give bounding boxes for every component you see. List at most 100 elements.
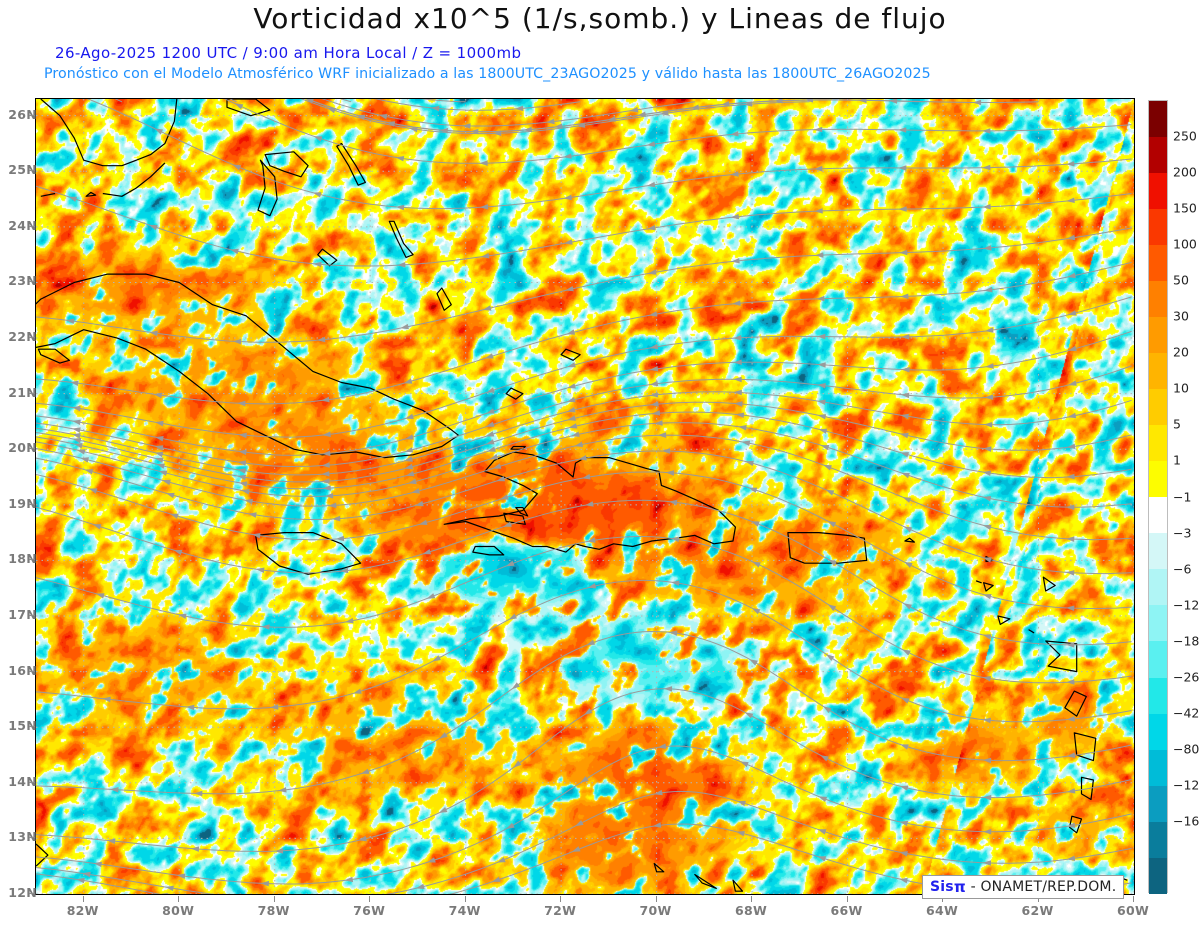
streamline-arrow	[648, 311, 658, 317]
streamline-arrow	[637, 111, 646, 117]
streamline-arrow	[497, 857, 506, 863]
streamline-arrow	[324, 493, 334, 499]
coastline-path	[85, 191, 97, 197]
streamline	[419, 99, 466, 103]
streamline	[36, 499, 1132, 646]
colorbar-cell	[1149, 641, 1167, 678]
coastline-path	[694, 873, 717, 889]
colorbar-cell	[1149, 857, 1167, 894]
streamline-arrow	[158, 470, 168, 476]
streamline-arrow	[479, 160, 488, 166]
streamline-arrows	[65, 99, 1077, 894]
streamline-arrow	[567, 415, 576, 421]
streamline-arrow	[744, 712, 754, 719]
streamline-arrow	[741, 440, 751, 446]
colorbar-cell	[1149, 785, 1167, 822]
lat-tick-label: 13N	[8, 829, 37, 845]
streamline-arrow	[899, 249, 908, 256]
streamline-arrow	[496, 476, 506, 482]
lat-tick-mark	[29, 281, 35, 283]
streamline-arrow	[1066, 642, 1075, 648]
streamline-arrow	[237, 474, 247, 481]
streamline-arrow	[982, 524, 992, 530]
streamline	[305, 99, 1039, 133]
lon-tick-label: 76W	[353, 903, 386, 918]
streamline	[300, 99, 810, 135]
streamline-arrow	[563, 194, 572, 201]
streamline-arrow	[583, 708, 593, 715]
streamline-arrow	[411, 488, 420, 494]
streamline-arrow	[818, 796, 828, 802]
streamline-arrow	[899, 785, 909, 791]
streamline-arrow	[900, 432, 909, 439]
streamline-arrow	[983, 245, 992, 251]
streamline-arrow	[668, 630, 678, 636]
streamline-arrow	[817, 362, 826, 368]
streamline-arrow	[574, 441, 584, 447]
streamline-arrow	[88, 488, 98, 494]
lat-tick-label: 23N	[8, 273, 37, 289]
streamline-arrow	[485, 431, 495, 437]
coastline-path	[560, 348, 581, 361]
colorbar-tick-label: 250	[1173, 128, 1197, 144]
streamline-arrow	[982, 204, 991, 210]
streamline-arrow	[331, 515, 341, 522]
streamline-arrow	[901, 472, 910, 479]
lat-tick-mark	[29, 726, 35, 728]
streamline-arrow	[479, 204, 489, 210]
streamline	[36, 401, 1132, 483]
streamline-arrow	[984, 327, 994, 333]
coastline-path	[36, 273, 460, 459]
streamline-arrow	[256, 567, 265, 573]
streamline-arrow	[607, 116, 616, 122]
lat-tick-mark	[29, 392, 35, 394]
coastline-path	[255, 532, 362, 575]
streamline-arrow	[576, 122, 586, 128]
streamline-arrow	[983, 286, 993, 293]
streamline-arrow	[663, 686, 673, 692]
streamline-arrow	[344, 876, 354, 883]
streamline-arrow	[492, 463, 502, 469]
colorbar-cell	[1149, 749, 1167, 786]
streamline-arrow	[629, 106, 639, 113]
streamline-arrow	[422, 549, 432, 555]
streamline-arrow	[505, 560, 515, 567]
streamline-arrow	[774, 99, 783, 104]
streamline-arrow	[657, 743, 667, 749]
streamline-arrow	[1066, 161, 1075, 167]
colorbar-cell	[1149, 101, 1167, 138]
streamline-arrow	[404, 456, 413, 462]
streamline-arrow	[901, 334, 910, 340]
coastline-path	[257, 159, 278, 217]
streamline-arrow	[654, 420, 663, 426]
streamline-arrow	[814, 165, 823, 172]
colorbar-cell	[1149, 821, 1167, 858]
streamline-arrow	[1066, 504, 1075, 510]
streamline-arrow	[72, 405, 81, 412]
coastline-path	[787, 532, 868, 564]
streamline-arrow	[748, 487, 758, 493]
streamline-arrow	[234, 103, 244, 110]
coastline-path	[36, 843, 49, 867]
streamline	[321, 99, 695, 127]
streamline-arrow	[743, 101, 753, 107]
streamline-arrow	[1065, 570, 1075, 576]
streamline-arrow	[983, 446, 992, 452]
streamline-arrow	[751, 521, 760, 527]
lat-tick-label: 25N	[8, 162, 37, 178]
streamline-arrow	[982, 470, 992, 476]
streamline-arrow	[185, 704, 195, 711]
lat-tick-mark	[29, 448, 35, 450]
colorbar-tick-label: −6	[1173, 561, 1192, 577]
lat-tick-mark	[29, 170, 35, 172]
streamline-arrow	[523, 126, 532, 133]
streamline-arrow	[154, 445, 164, 451]
streamline-arrow	[749, 659, 758, 666]
streamline-arrow	[107, 838, 116, 844]
lat-tick-label: 18N	[8, 551, 37, 567]
lat-tick-label: 21N	[8, 384, 37, 400]
streamline-arrow	[470, 128, 479, 135]
watermark-brand: Sis	[930, 879, 954, 895]
streamline-arrow	[339, 567, 349, 574]
streamline	[36, 227, 1132, 343]
